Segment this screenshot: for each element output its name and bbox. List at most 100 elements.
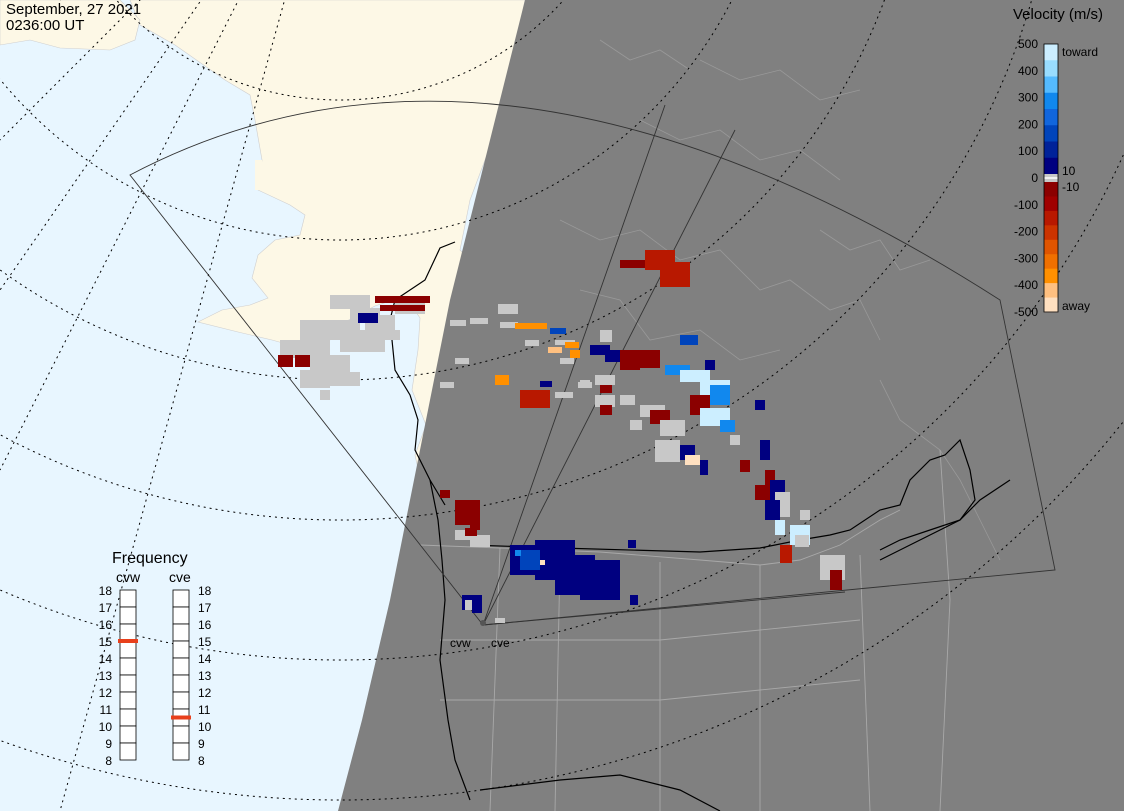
colorbar-toward-label: toward [1062,45,1098,59]
frequency-scale-label: 12 [99,686,113,700]
frequency-scale-label: 17 [198,601,212,615]
scatter-cell [600,575,620,600]
colorbar-away-segment [1044,196,1058,212]
colorbar-tick-label: -300 [1014,251,1038,265]
colorbar-away-segment [1044,210,1058,226]
scatter-cell [760,440,770,460]
alaska-canada-border [389,241,456,506]
scatter-cell [495,618,505,623]
colorbar-tick-label: 200 [1018,117,1038,131]
scatter-cell [380,305,425,311]
frequency-scale-label: 14 [198,652,212,666]
scatter-cell [660,262,690,287]
frequency-cell [172,589,190,608]
velocity-scatter [278,250,845,623]
frequency-cell [119,640,137,659]
frequency-cell [119,725,137,744]
scatter-cell [600,405,612,415]
colorbar-tick-label: 300 [1018,91,1038,105]
scatter-cell [340,330,385,352]
frequency-scale-label: 16 [99,618,113,632]
colorbar-away-segment [1044,283,1058,299]
frequency-cell [119,674,137,693]
velocity-title: Velocity (m/s) [1013,6,1104,23]
scatter-cell [800,510,810,520]
radar-sites: cvw cve [450,620,510,650]
time-label: 0236:00 UT [6,17,85,34]
scatter-cell [720,420,735,432]
scatter-cell [685,455,700,465]
colorbar-away-segment [1044,254,1058,270]
frequency-cell [119,589,137,608]
frequency-scale-label: 13 [198,669,212,683]
colorbar-away-segment [1044,225,1058,241]
scatter-cell [620,260,660,268]
frequency-cell [119,708,137,727]
scatter-cell [565,342,579,348]
scatter-cell [330,372,360,386]
colorbar-away-label: away [1062,299,1090,313]
colorbar-toward-segment [1044,125,1058,142]
scatter-cell [560,358,574,364]
colorbar-tick-label: 500 [1018,37,1038,51]
frequency-cell [172,691,190,710]
frequency-scale-label: 14 [99,652,113,666]
frequency-scale-label: 15 [99,635,113,649]
scatter-cell [472,595,482,613]
colorbar-tick-label: 400 [1018,64,1038,78]
scatter-cell [330,295,370,309]
scatter-cell [600,385,612,393]
colorbar-tick-label: -200 [1014,225,1038,239]
colorbar-plus10-label: 10 [1062,164,1076,178]
scatter-cell [498,304,518,314]
scatter-cell [525,340,539,346]
scatter-cell [550,328,566,334]
scatter-cell [600,330,612,342]
scatter-cell [590,345,610,355]
frequency-cell [172,606,190,625]
scatter-cell [540,381,552,387]
frequency-scale-label: 18 [99,584,113,598]
velocity-colorbar: 500 400 300 200 100 0 -100 -200 -300 -400 -500 towa… [1014,37,1098,319]
frequency-scale-label: 10 [99,720,113,734]
frequency-marker [171,715,191,720]
colorbar-toward-segment [1044,141,1058,159]
mexico-border [479,774,721,811]
scatter-cell [628,540,636,548]
scatter-cell [730,435,740,445]
colorbar-toward-segment [1044,157,1058,175]
scatter-cell [470,520,480,530]
frequency-cell [172,623,190,642]
scatter-cell [710,385,730,405]
scatter-cell [320,390,330,400]
colorbar-toward-segment [1044,92,1058,110]
night-coastlines [559,39,1001,561]
night-shade [338,0,1124,811]
scatter-cell [765,470,775,485]
scatter-cell [455,358,469,364]
frequency-cell [119,691,137,710]
scatter-cell [515,550,521,556]
scatter-cell [680,370,710,382]
scatter-cell [640,350,660,368]
frequency-cell [172,742,190,761]
colorbar-toward-segment [1044,60,1058,77]
scatter-cell [665,365,690,375]
scatter-cell [555,392,573,398]
scatter-cell [595,395,615,407]
scatter-cell [295,355,310,367]
colorbar-toward-segment [1044,76,1058,94]
scatter-cell [300,370,330,388]
scatter-cell [440,382,454,388]
colorbar-tick-label: -500 [1014,305,1038,319]
frequency-scale-label: 12 [198,686,212,700]
frequency-marker [118,639,138,643]
scatter-cell [500,322,518,328]
scatter-cell [515,323,547,329]
alaska-islands [255,160,262,190]
colorbar-tick-label: 0 [1031,171,1038,185]
scatter-cell [450,320,466,326]
scatter-cell [755,485,770,500]
